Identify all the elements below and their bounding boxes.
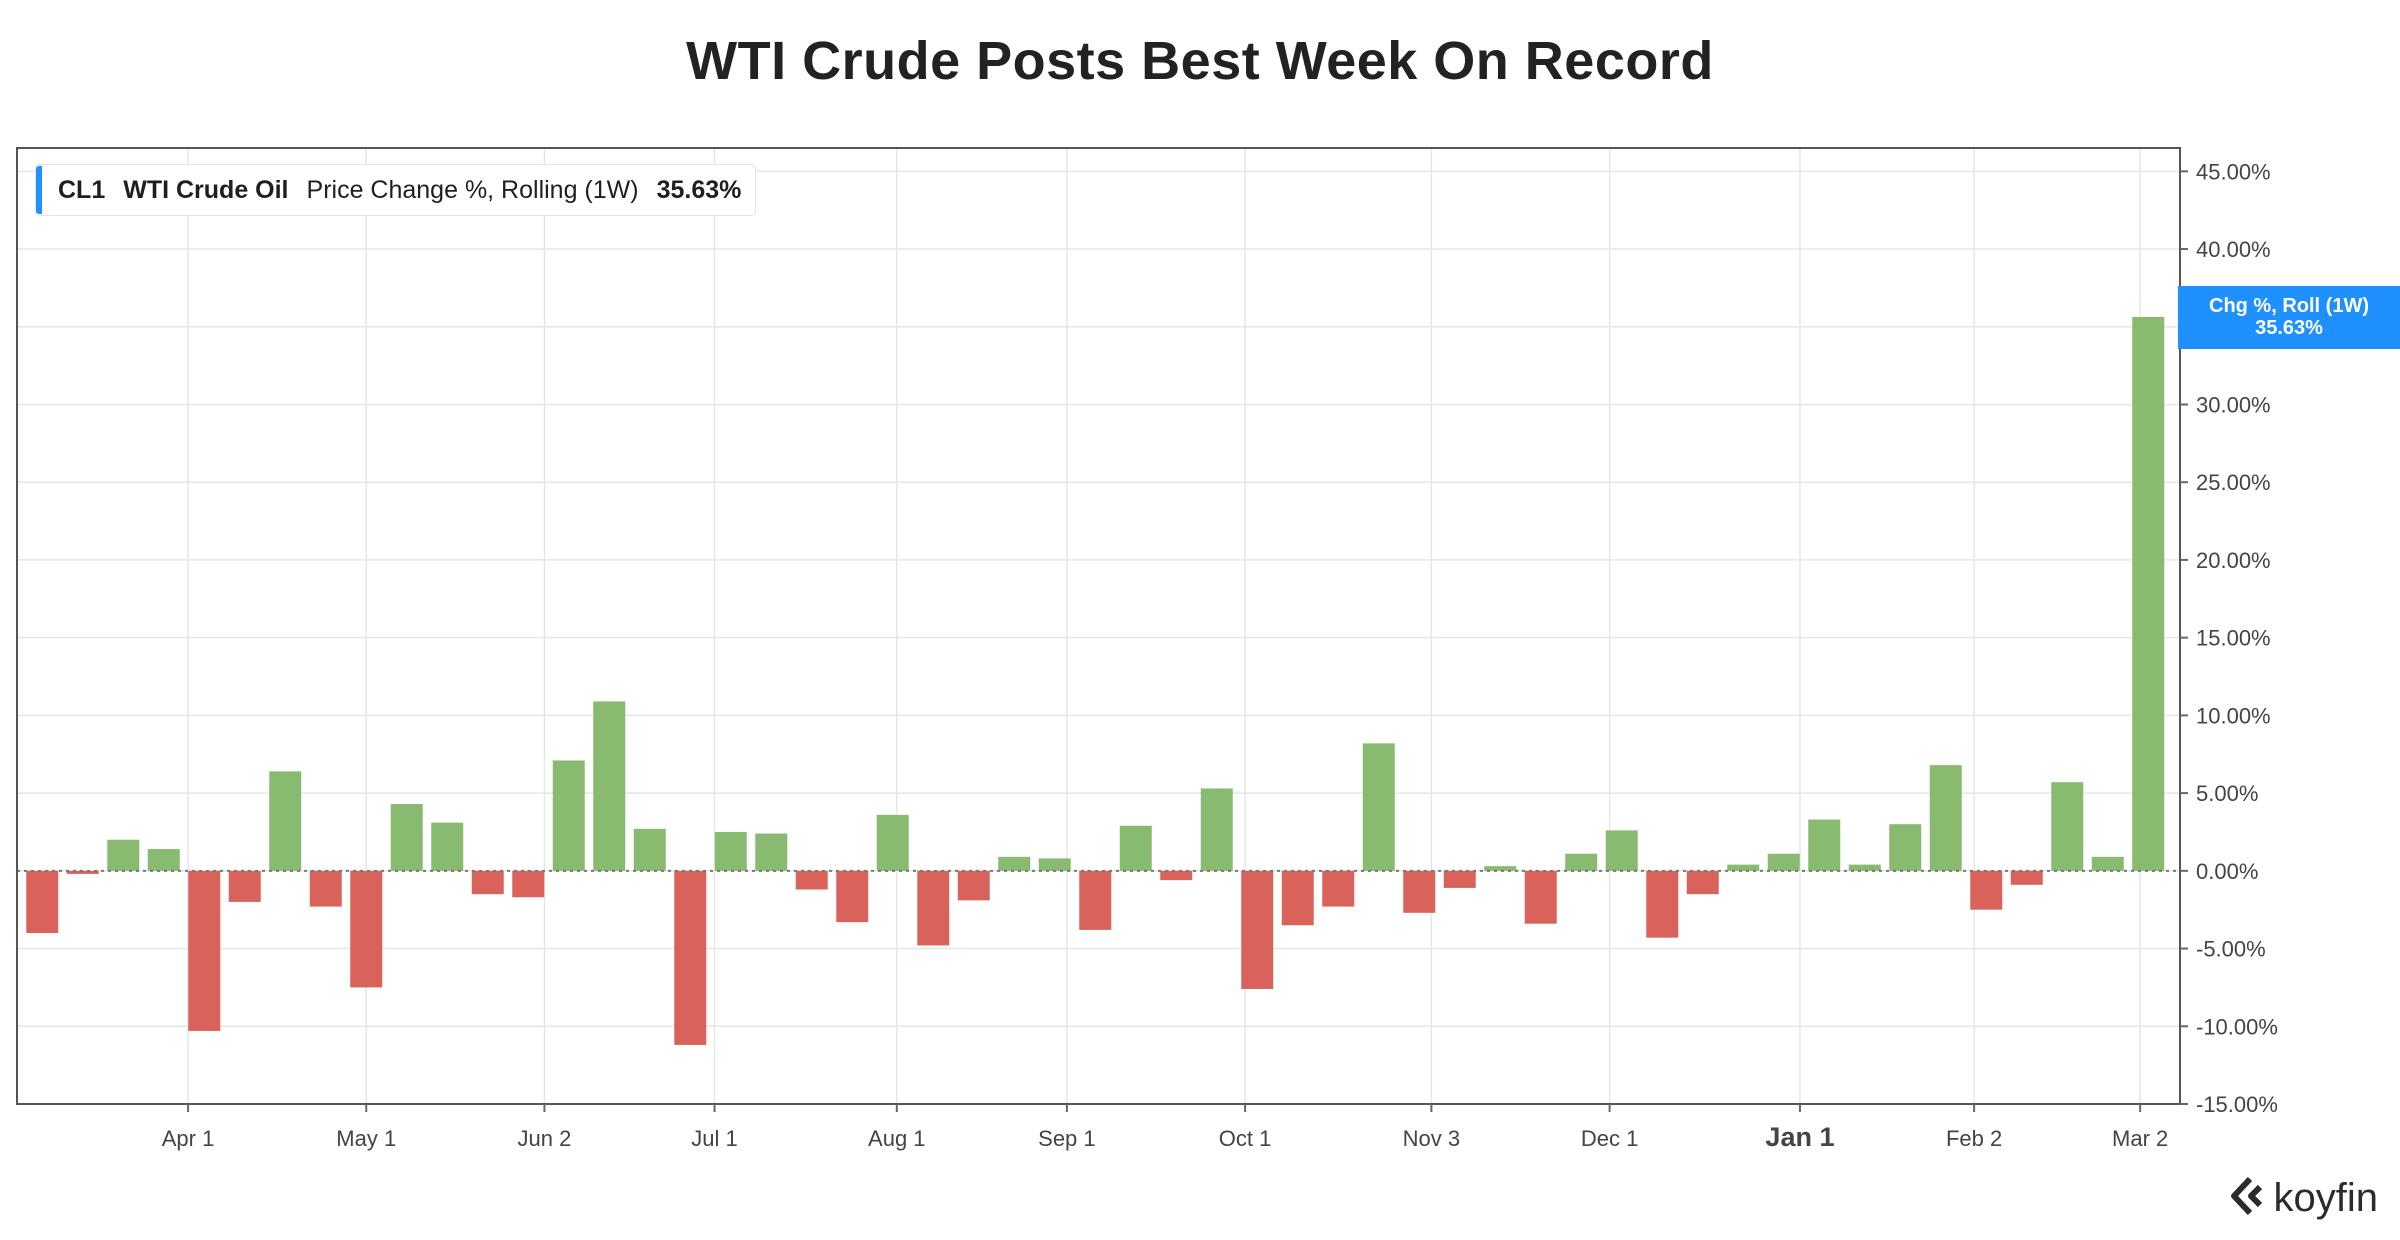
data-bar [1889, 824, 1922, 871]
data-bar [1038, 858, 1071, 871]
data-bar [957, 870, 990, 901]
x-tick-label: May 1 [336, 1126, 396, 1151]
data-bar [1322, 870, 1355, 907]
chart-title: WTI Crude Posts Best Week On Record [686, 31, 1714, 91]
data-bar [147, 849, 180, 871]
data-bar [998, 856, 1031, 871]
data-bar [431, 822, 464, 871]
data-bar [2091, 856, 2124, 871]
current-tag-value: 35.63% [2255, 317, 2323, 340]
data-bar [1403, 870, 1436, 913]
x-tick-label: Sep 1 [1038, 1126, 1096, 1151]
data-bar [917, 870, 950, 946]
brand-name: koyfin [2273, 1176, 2379, 1220]
y-tick-label: 30.00% [2196, 392, 2271, 417]
data-bar [350, 870, 383, 988]
data-bar [228, 870, 261, 902]
data-bar [1646, 870, 1679, 938]
brand-logo: koyfin [2226, 1175, 2379, 1222]
data-bar [1443, 870, 1476, 888]
data-bar [633, 828, 666, 871]
data-bar [1686, 870, 1719, 895]
x-tick-label: Apr 1 [162, 1126, 215, 1151]
x-tick-label: Oct 1 [1219, 1126, 1272, 1151]
data-bar [269, 771, 302, 871]
data-bar [390, 803, 423, 871]
x-tick-label: Mar 2 [2112, 1126, 2168, 1151]
x-tick-label: Jun 2 [518, 1126, 572, 1151]
data-bar [1565, 853, 1598, 871]
data-bar [876, 814, 909, 871]
data-bar [1079, 870, 1112, 930]
data-bar [836, 870, 869, 923]
data-bar [755, 833, 788, 871]
y-tick-label: 15.00% [2196, 626, 2271, 651]
plot-frame [16, 147, 2181, 1105]
data-bar [66, 870, 99, 874]
x-tick-label: Jul 1 [691, 1126, 737, 1151]
legend-metric: Price Change %, Rolling (1W) [306, 175, 639, 204]
data-bar [1524, 870, 1557, 924]
data-bar [1362, 743, 1395, 871]
y-tick-label: 45.00% [2196, 159, 2271, 184]
bar-series [26, 316, 2165, 1045]
grid-lines [17, 148, 2180, 1105]
y-tick-label: 20.00% [2196, 548, 2271, 573]
data-bar [1929, 765, 1962, 871]
data-bar [2132, 316, 2165, 871]
data-bar [1484, 866, 1517, 871]
legend-ticker: CL1 [58, 175, 106, 204]
data-bar [471, 870, 504, 895]
data-bar [1767, 853, 1800, 871]
koyfin-logo-icon [2226, 1175, 2268, 1222]
data-bar [795, 870, 828, 890]
data-bar [1605, 830, 1638, 871]
series-legend[interactable]: CL1 WTI Crude Oil Price Change %, Rollin… [35, 164, 757, 216]
x-tick-label: Nov 3 [1403, 1126, 1460, 1151]
x-tick-label: Feb 2 [1946, 1126, 2002, 1151]
data-bar [593, 701, 626, 871]
data-bar [2051, 782, 2084, 871]
data-bar [1727, 864, 1760, 871]
x-tick-label: Aug 1 [868, 1126, 926, 1151]
data-bar [1160, 870, 1193, 881]
data-bar [552, 760, 585, 871]
legend-value: 35.63% [656, 175, 742, 204]
data-bar [188, 870, 221, 1031]
x-tick-label: Jan 1 [1765, 1122, 1834, 1152]
data-bar [674, 870, 707, 1045]
data-bar [1848, 864, 1881, 871]
legend-accent-bar [36, 166, 42, 214]
x-tick-label: Dec 1 [1581, 1126, 1638, 1151]
data-bar [1119, 825, 1152, 871]
data-bar [1200, 788, 1233, 871]
y-tick-label: -5.00% [2196, 937, 2266, 962]
data-bar [1241, 870, 1274, 989]
data-bar [512, 870, 545, 898]
x-axis: Apr 1 May 1 Jun 2 Jul 1 Aug 1 Sep 1 Oct 1 Nov 3… [162, 1104, 2168, 1152]
data-bar [1808, 819, 1841, 871]
data-bar [309, 870, 342, 907]
y-tick-label: 25.00% [2196, 470, 2271, 495]
data-bar [1970, 870, 2003, 910]
y-tick-label: 5.00% [2196, 781, 2258, 806]
y-tick-label: 40.00% [2196, 237, 2271, 262]
current-value-tag: Chg %, Roll (1W) 35.63% [2178, 285, 2400, 349]
y-tick-label: 10.00% [2196, 703, 2271, 728]
data-bar [26, 870, 59, 934]
y-tick-label: 0.00% [2196, 859, 2258, 884]
legend-series-name: WTI Crude Oil [123, 175, 289, 204]
data-bar [107, 839, 140, 871]
y-tick-label: -10.00% [2196, 1014, 2278, 1039]
data-bar [2010, 870, 2043, 885]
y-tick-label: -15.00% [2196, 1092, 2278, 1117]
current-tag-label: Chg %, Roll (1W) [2209, 295, 2369, 318]
data-bar [714, 831, 747, 871]
data-bar [1281, 870, 1314, 926]
